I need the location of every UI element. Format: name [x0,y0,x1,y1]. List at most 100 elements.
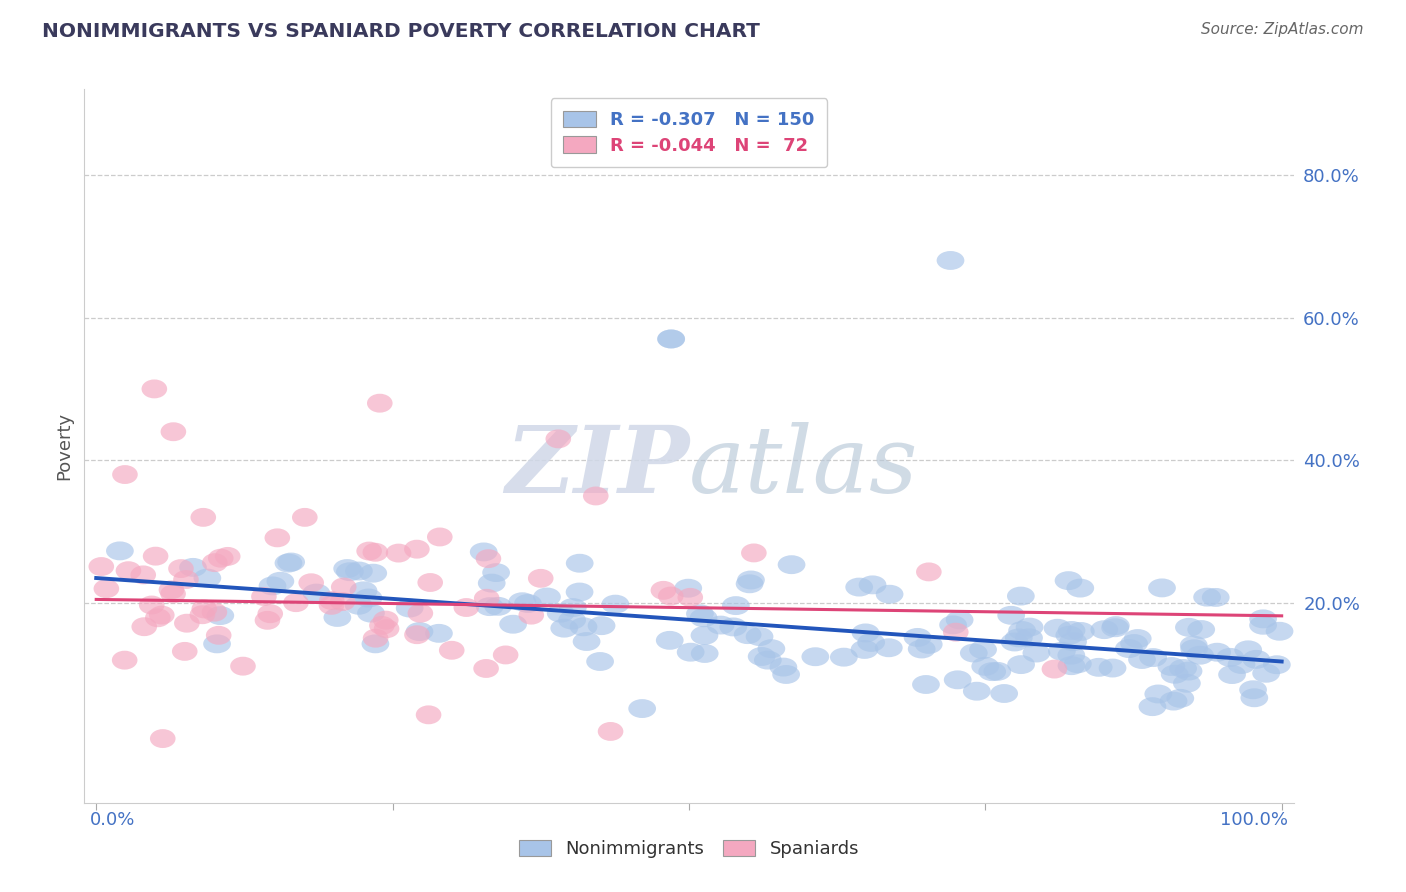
Ellipse shape [149,606,174,624]
Ellipse shape [425,624,453,643]
Ellipse shape [1123,629,1152,648]
Ellipse shape [1218,665,1246,684]
Ellipse shape [515,594,541,613]
Ellipse shape [475,549,501,568]
Ellipse shape [190,508,217,527]
Ellipse shape [1173,673,1201,693]
Ellipse shape [583,486,609,506]
Ellipse shape [202,553,228,572]
Ellipse shape [482,563,510,582]
Ellipse shape [474,659,499,678]
Ellipse shape [912,675,939,694]
Ellipse shape [1008,621,1036,640]
Ellipse shape [723,596,749,615]
Ellipse shape [527,569,554,588]
Ellipse shape [302,583,330,602]
Ellipse shape [598,722,623,741]
Y-axis label: Poverty: Poverty [55,412,73,480]
Ellipse shape [769,657,797,676]
Text: Source: ZipAtlas.com: Source: ZipAtlas.com [1201,22,1364,37]
Ellipse shape [1234,640,1263,659]
Ellipse shape [943,623,969,641]
Ellipse shape [150,729,176,748]
Ellipse shape [336,562,364,582]
Ellipse shape [939,615,967,634]
Ellipse shape [1239,681,1267,699]
Ellipse shape [131,566,156,584]
Ellipse shape [145,608,170,627]
Ellipse shape [1043,619,1071,638]
Ellipse shape [734,625,762,644]
Ellipse shape [298,574,323,592]
Ellipse shape [560,599,586,617]
Ellipse shape [257,604,283,624]
Ellipse shape [215,547,240,566]
Ellipse shape [936,251,965,270]
Ellipse shape [1175,618,1202,637]
Ellipse shape [963,681,991,700]
Ellipse shape [979,662,1007,681]
Ellipse shape [408,604,433,623]
Ellipse shape [172,642,198,661]
Ellipse shape [160,584,186,603]
Ellipse shape [1047,641,1076,661]
Ellipse shape [690,644,718,663]
Ellipse shape [208,549,233,567]
Ellipse shape [1243,650,1270,669]
Ellipse shape [1253,664,1279,682]
Ellipse shape [946,610,973,630]
Ellipse shape [360,564,387,582]
Ellipse shape [658,329,685,349]
Ellipse shape [547,604,575,623]
Ellipse shape [678,588,703,607]
Ellipse shape [509,592,536,611]
Ellipse shape [1085,658,1112,677]
Ellipse shape [1161,665,1188,683]
Ellipse shape [859,575,886,594]
Ellipse shape [354,589,382,607]
Ellipse shape [1167,689,1194,707]
Ellipse shape [533,588,561,607]
Ellipse shape [586,652,614,671]
Ellipse shape [772,665,800,684]
Ellipse shape [830,648,858,666]
Ellipse shape [356,541,382,560]
Ellipse shape [1054,571,1083,591]
Ellipse shape [361,634,389,653]
Ellipse shape [277,552,305,572]
Ellipse shape [404,540,430,558]
Ellipse shape [1064,655,1091,673]
Ellipse shape [470,542,498,561]
Ellipse shape [1022,644,1050,663]
Ellipse shape [478,574,506,592]
Ellipse shape [344,596,373,615]
Ellipse shape [418,573,443,592]
Ellipse shape [427,527,453,547]
Ellipse shape [737,571,765,590]
Ellipse shape [405,622,433,641]
Ellipse shape [190,606,215,624]
Ellipse shape [1139,698,1167,716]
Ellipse shape [658,587,683,606]
Ellipse shape [690,608,717,627]
Ellipse shape [707,615,734,634]
Ellipse shape [319,596,344,615]
Ellipse shape [758,640,785,658]
Ellipse shape [201,603,228,622]
Ellipse shape [169,559,194,578]
Ellipse shape [159,581,184,599]
Ellipse shape [875,639,903,657]
Ellipse shape [1001,632,1028,651]
Ellipse shape [1098,658,1126,678]
Ellipse shape [754,650,782,670]
Ellipse shape [997,606,1025,624]
Ellipse shape [370,616,395,635]
Ellipse shape [851,640,879,659]
Ellipse shape [735,574,763,593]
Ellipse shape [720,617,747,636]
Ellipse shape [1194,588,1220,607]
Text: NONIMMIGRANTS VS SPANIARD POVERTY CORRELATION CHART: NONIMMIGRANTS VS SPANIARD POVERTY CORREL… [42,22,761,41]
Text: 0.0%: 0.0% [90,812,135,830]
Ellipse shape [1128,650,1156,669]
Ellipse shape [204,634,231,653]
